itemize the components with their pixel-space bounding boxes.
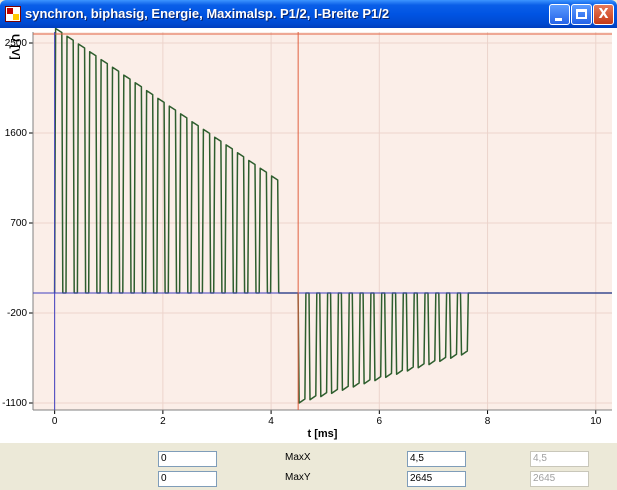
- title-bar[interactable]: synchron, biphasig, Energie, Maximalsp. …: [0, 0, 617, 28]
- max-x-label: MaxX: [285, 452, 311, 463]
- minimize-button[interactable]: [549, 4, 570, 25]
- y-tick-label: -200: [7, 308, 27, 319]
- window-title: synchron, biphasig, Energie, Maximalsp. …: [25, 6, 390, 21]
- x-tick-label: 10: [590, 416, 602, 427]
- maximize-icon: [576, 9, 587, 19]
- min-y-field[interactable]: 0: [158, 471, 217, 487]
- limits-panel: 0 MaxX 4,5 4,5 0 MaxY 2645 2645: [0, 443, 617, 490]
- max-y-label: MaxY: [285, 472, 311, 483]
- voltage-chart[interactable]: 0 2 4 6 8 10 2500 1600 700 -200 -1100 U [V] t [ms]: [0, 28, 617, 443]
- x-tick-label: 8: [485, 416, 491, 427]
- maximize-button[interactable]: [571, 4, 592, 25]
- y-tick-label: 2500: [5, 38, 28, 49]
- y-tick-label: -1100: [2, 398, 27, 409]
- x-tick-label: 2: [160, 416, 166, 427]
- y-tick-label: 700: [10, 218, 27, 229]
- x-tick-label: 4: [268, 416, 274, 427]
- x-tick-label: 0: [52, 416, 58, 427]
- chart-area[interactable]: 0 2 4 6 8 10 2500 1600 700 -200 -1100 U [V] t [ms]: [0, 28, 617, 443]
- x-axis-label: t [ms]: [308, 428, 338, 440]
- minimize-icon: [555, 18, 562, 21]
- max-x-readonly-field: 4,5: [530, 451, 589, 467]
- max-x-field[interactable]: 4,5: [407, 451, 466, 467]
- x-tick-label: 6: [377, 416, 383, 427]
- max-y-field[interactable]: 2645: [407, 471, 466, 487]
- min-x-field[interactable]: 0: [158, 451, 217, 467]
- y-tick-label: 1600: [5, 128, 28, 139]
- close-button[interactable]: X: [593, 4, 614, 25]
- close-icon: X: [598, 7, 609, 22]
- y-axis-label: U [V]: [9, 34, 21, 60]
- voltage-trace: [53, 28, 612, 404]
- max-y-readonly-field: 2645: [530, 471, 589, 487]
- app-icon[interactable]: [5, 6, 21, 22]
